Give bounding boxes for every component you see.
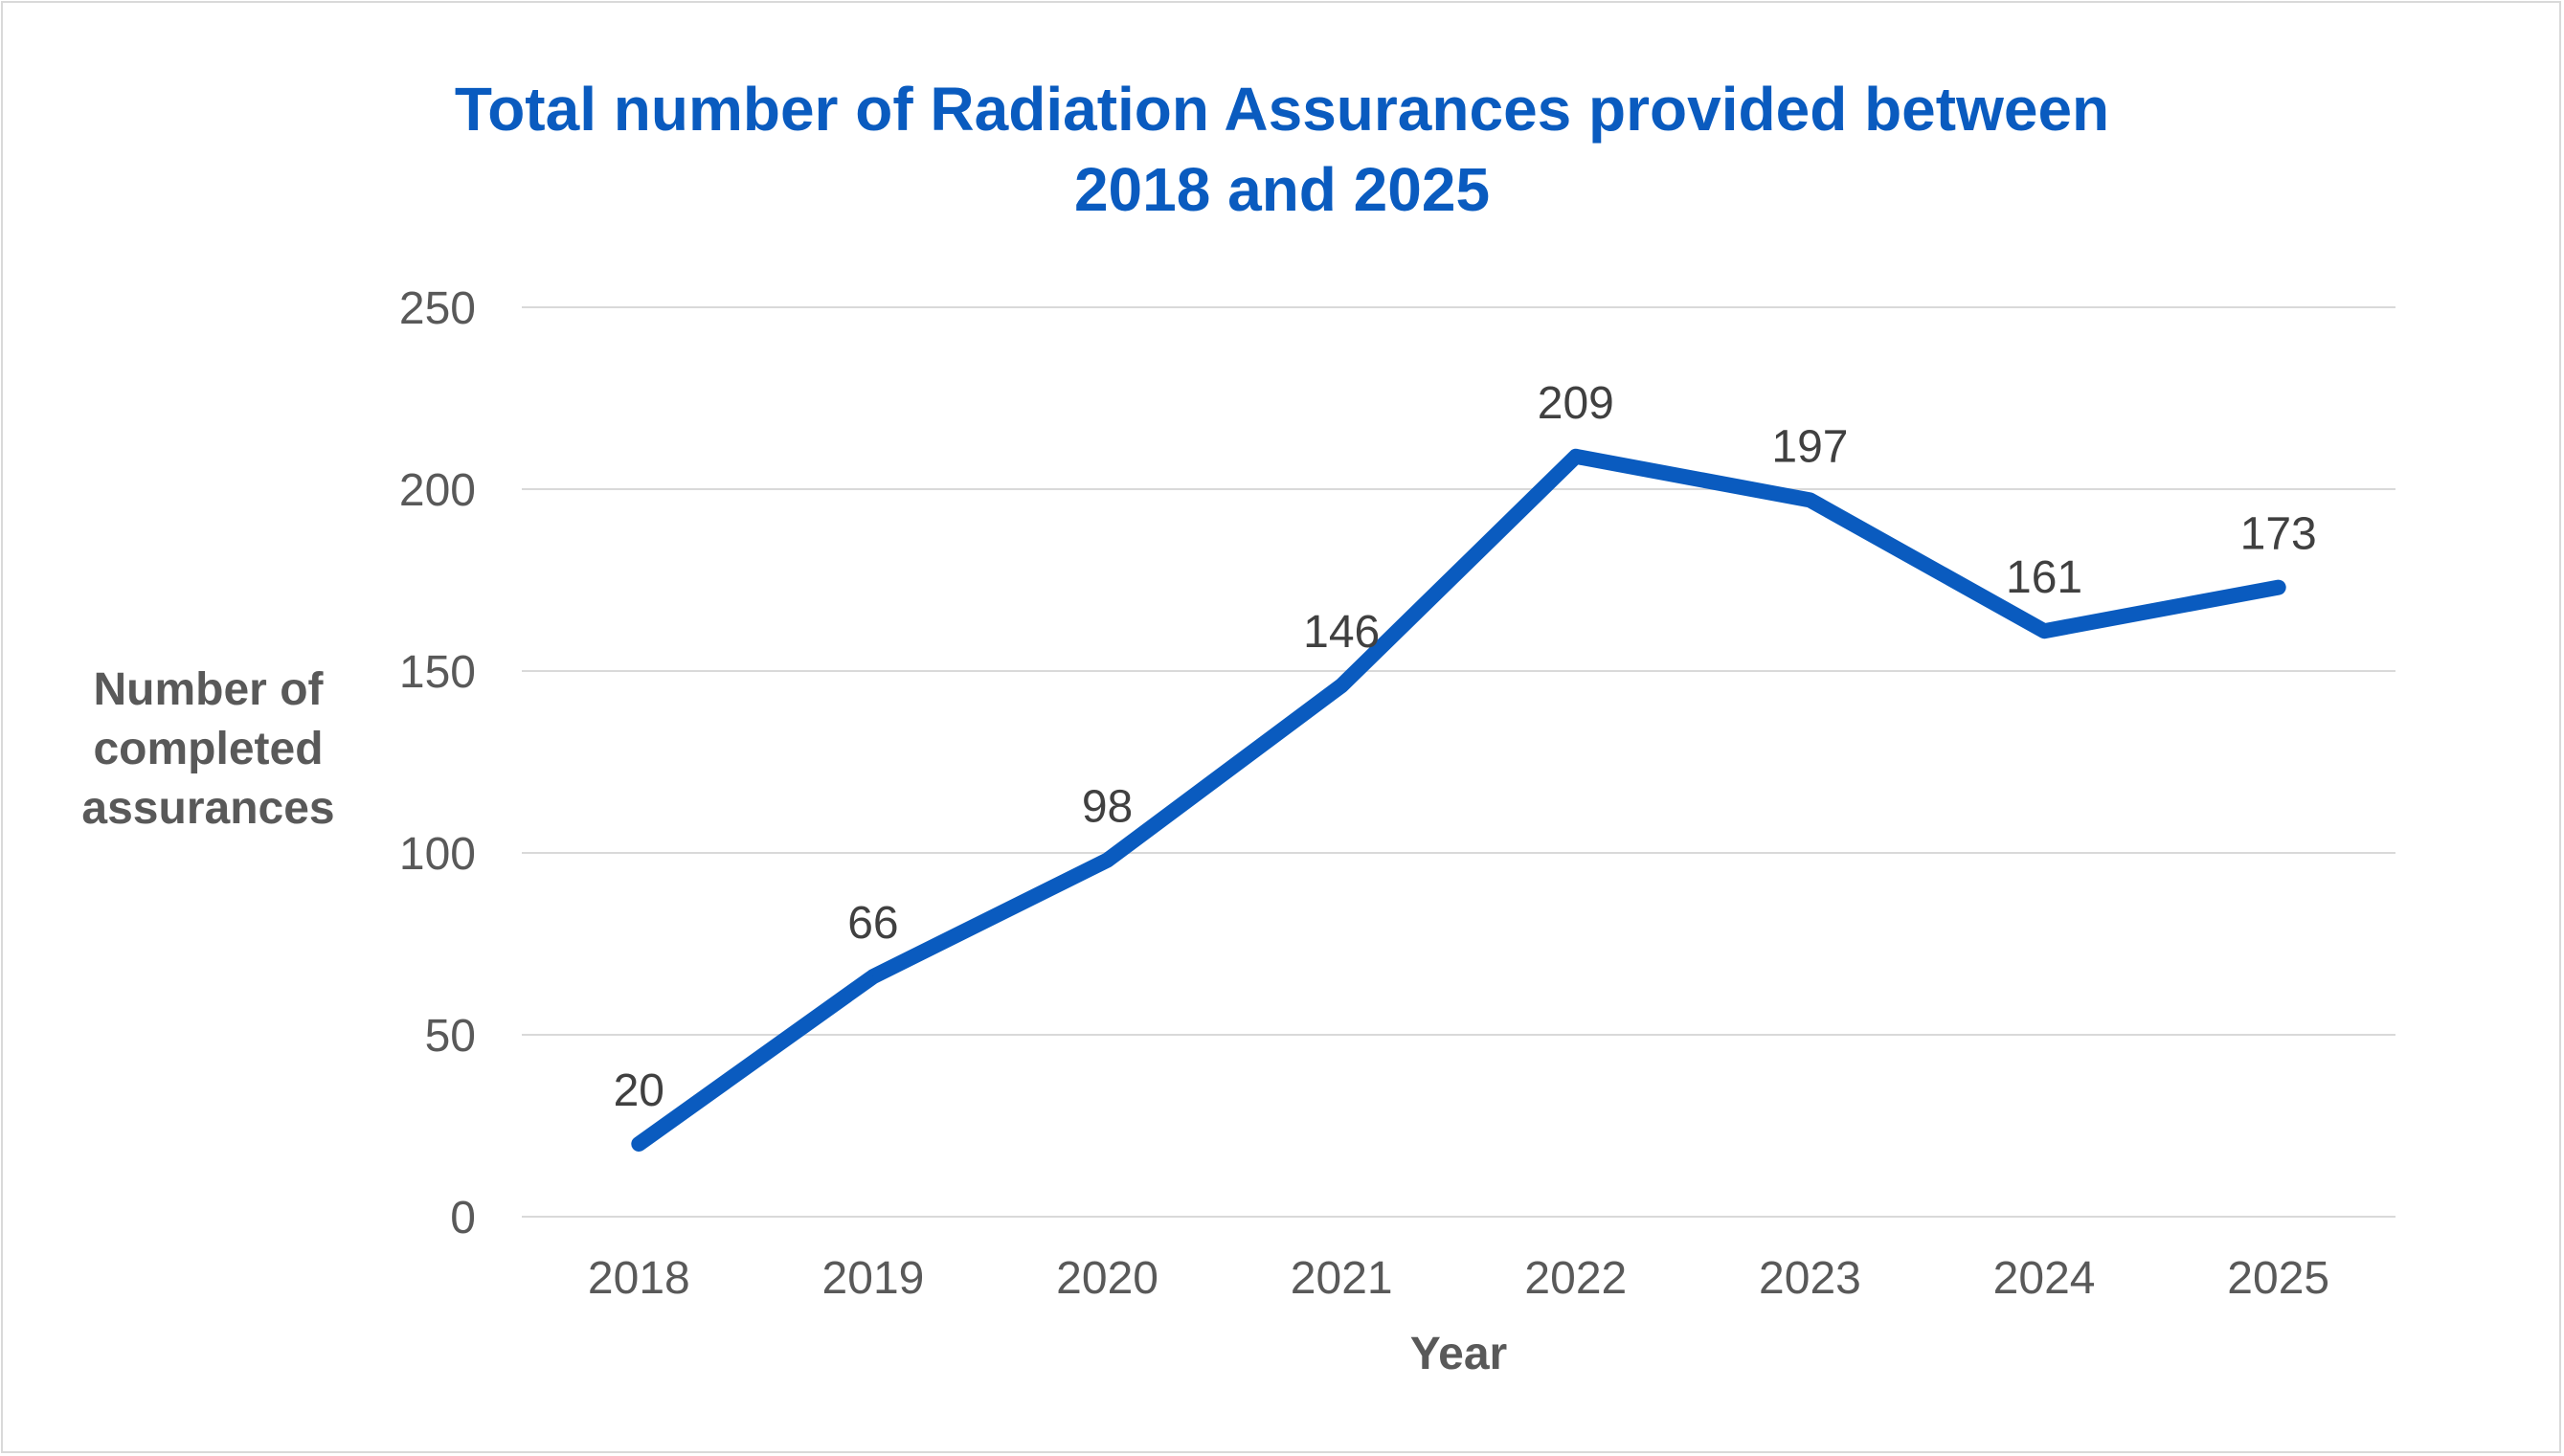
data-point	[1106, 859, 1109, 862]
data-label: 197	[1771, 421, 1848, 472]
data-label: 20	[614, 1065, 664, 1116]
data-label: 98	[1082, 782, 1133, 833]
x-tick-label: 2023	[1759, 1253, 1861, 1304]
series-layer	[631, 448, 2286, 1152]
x-axis-ticks: 2018 2019 2020 2021 2022 2023 2024 2025	[588, 1253, 2329, 1304]
data-point	[1809, 499, 1811, 502]
x-tick-label: 2025	[2227, 1253, 2329, 1304]
data-point	[1340, 684, 1343, 687]
y-tick-label: 100	[399, 829, 476, 880]
y-axis-ticks: 0 50 100 150 200 250	[399, 283, 476, 1243]
data-point	[2043, 630, 2046, 633]
y-tick-label: 150	[399, 647, 476, 698]
data-label: 146	[1303, 607, 1380, 658]
data-point	[871, 975, 874, 978]
x-axis-title: Year	[1410, 1329, 1507, 1379]
data-label: 161	[2006, 552, 2082, 603]
data-point	[2277, 586, 2280, 589]
chart-title-line-2: 2018 and 2025	[1073, 155, 1491, 224]
data-point	[638, 1143, 641, 1145]
x-tick-label: 2019	[822, 1253, 925, 1304]
gridlines	[522, 306, 2395, 1218]
y-axis-title-line-1: Number of	[93, 664, 324, 715]
x-tick-label: 2020	[1056, 1253, 1158, 1304]
series-line	[631, 448, 2286, 1152]
data-label: 209	[1538, 378, 1614, 429]
y-axis-title-line-2: completed	[93, 724, 324, 774]
y-axis-title: Number of completed assurances	[38, 661, 378, 839]
x-tick-label: 2022	[1524, 1253, 1627, 1304]
chart-title: Total number of Radiation Assurances pro…	[0, 69, 2564, 230]
chart-title-line-1: Total number of Radiation Assurances pro…	[454, 75, 2110, 144]
data-point	[1574, 455, 1577, 458]
x-tick-label: 2021	[1291, 1253, 1393, 1304]
y-tick-label: 50	[425, 1011, 476, 1062]
x-tick-label: 2024	[1993, 1253, 2096, 1304]
x-tick-label: 2018	[588, 1253, 690, 1304]
y-tick-label: 200	[399, 465, 476, 516]
data-label: 173	[2240, 509, 2317, 560]
data-labels: 20 66 98 146 209 197 161 173	[614, 378, 2317, 1116]
y-axis-title-line-3: assurances	[81, 783, 335, 834]
data-label: 66	[847, 898, 898, 949]
y-tick-label: 250	[399, 283, 476, 334]
y-tick-label: 0	[450, 1193, 476, 1243]
